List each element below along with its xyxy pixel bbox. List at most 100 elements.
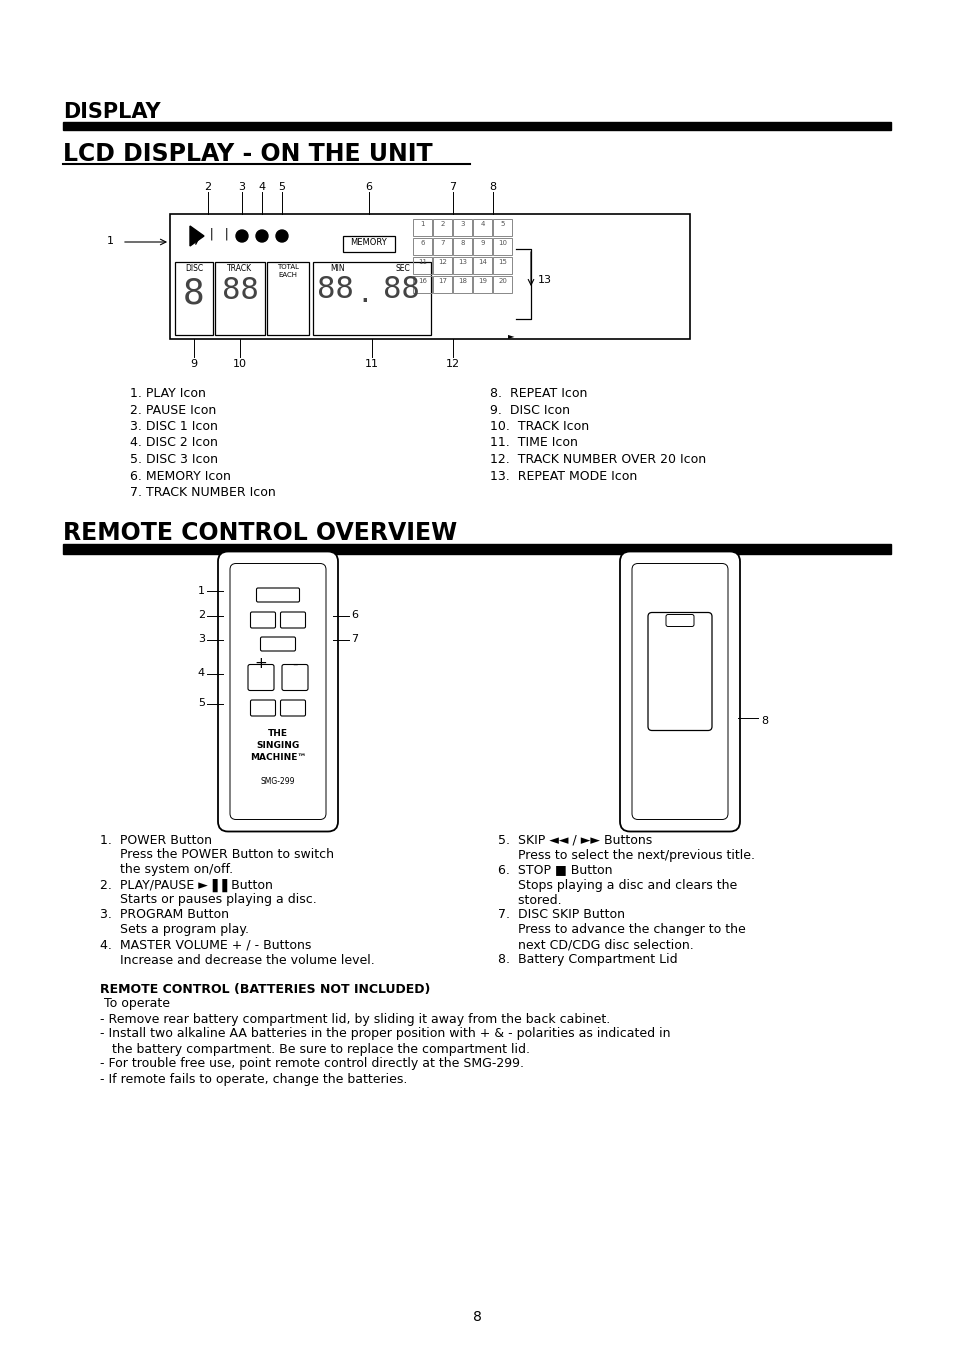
Text: 8: 8 [760,717,768,727]
Text: Increase and decrease the volume level.: Increase and decrease the volume level. [100,953,375,967]
Text: 2.  PLAY/PAUSE ►▐▐ Button: 2. PLAY/PAUSE ►▐▐ Button [100,879,273,892]
Text: 2: 2 [440,221,444,226]
Bar [433,218,452,236]
Circle shape [275,231,288,243]
FancyBboxPatch shape [280,700,305,716]
Polygon shape [190,226,204,245]
FancyBboxPatch shape [260,638,295,651]
Text: TOTAL: TOTAL [276,264,298,270]
FancyBboxPatch shape [665,615,693,627]
Text: 7. TRACK NUMBER Icon: 7. TRACK NUMBER Icon [130,487,275,499]
Text: 12: 12 [445,359,459,369]
Text: 4. DISC 2 Icon: 4. DISC 2 Icon [130,437,217,449]
FancyBboxPatch shape [619,551,740,832]
Bar [453,276,472,293]
Text: | |: | | [208,226,231,240]
Text: 2. PAUSE Icon: 2. PAUSE Icon [130,403,216,417]
Text: 20: 20 [497,278,506,284]
Text: 7: 7 [449,182,456,191]
Text: 4: 4 [258,182,265,191]
Text: 18: 18 [457,278,467,284]
Bar [493,239,512,255]
Text: next CD/CDG disc selection.: next CD/CDG disc selection. [497,938,693,952]
Text: REMOTE CONTROL (BATTERIES NOT INCLUDED): REMOTE CONTROL (BATTERIES NOT INCLUDED) [100,983,430,996]
Text: .: . [356,280,373,307]
Text: 4: 4 [197,669,205,678]
Text: Starts or pauses playing a disc.: Starts or pauses playing a disc. [100,894,316,906]
Text: 88: 88 [316,275,353,305]
Text: SEC: SEC [395,264,410,274]
Text: MIN: MIN [331,264,345,274]
FancyBboxPatch shape [251,700,275,716]
Text: 9.  DISC Icon: 9. DISC Icon [490,403,569,417]
Circle shape [255,231,268,243]
Text: 8: 8 [459,240,464,245]
Text: 4: 4 [479,221,484,226]
Text: stored.: stored. [497,894,561,906]
Bar [413,239,432,255]
Text: Stops playing a disc and clears the: Stops playing a disc and clears the [497,879,737,891]
Bar [433,257,452,274]
Text: MEMORY: MEMORY [351,239,387,247]
Bar [170,214,689,338]
Text: 3.  PROGRAM Button: 3. PROGRAM Button [100,909,229,922]
Bar [63,123,890,129]
Text: 10: 10 [233,359,247,369]
Bar [214,262,265,336]
Text: 7: 7 [351,635,357,644]
Text: 6.  STOP ■ Button: 6. STOP ■ Button [497,864,612,876]
Bar [493,218,512,236]
Text: 1. PLAY Icon: 1. PLAY Icon [130,387,206,400]
Bar [267,262,309,336]
Text: 8.  REPEAT Icon: 8. REPEAT Icon [490,387,587,400]
Text: 10.  TRACK Icon: 10. TRACK Icon [490,421,589,433]
Text: 1: 1 [420,221,424,226]
Bar [473,257,492,274]
Text: THE
SINGING
MACHINE™: THE SINGING MACHINE™ [250,729,306,762]
Text: - For trouble free use, point remote control directly at the SMG-299.: - For trouble free use, point remote con… [100,1057,523,1070]
Text: 12: 12 [437,259,446,266]
FancyBboxPatch shape [251,612,275,628]
Text: Press the POWER Button to switch: Press the POWER Button to switch [100,848,334,861]
Text: TRACK: TRACK [227,264,253,274]
Text: 2: 2 [197,611,205,620]
Bar [493,257,512,274]
Text: 3: 3 [198,635,205,644]
Text: SMG-299: SMG-299 [260,776,294,786]
Text: 6: 6 [351,611,357,620]
Text: 8.  Battery Compartment Lid: 8. Battery Compartment Lid [497,953,677,967]
Text: Press to select the next/previous title.: Press to select the next/previous title. [497,848,754,861]
Bar [413,276,432,293]
Bar [453,257,472,274]
Text: 11: 11 [417,259,427,266]
Text: - Remove rear battery compartment lid, by sliding it away from the back cabinet.: - Remove rear battery compartment lid, b… [100,1012,610,1026]
Text: 9: 9 [191,359,197,369]
Text: 8: 8 [489,182,497,191]
Text: EACH: EACH [278,272,297,278]
Text: 6: 6 [420,240,424,245]
Bar [433,276,452,293]
Text: 7: 7 [439,240,444,245]
Circle shape [235,231,248,243]
Text: 13: 13 [537,275,552,284]
Text: 3. DISC 1 Icon: 3. DISC 1 Icon [130,421,217,433]
Text: 15: 15 [497,259,506,266]
Text: - Install two alkaline AA batteries in the proper position with + & - polarities: - Install two alkaline AA batteries in t… [100,1027,670,1041]
Text: 1.  POWER Button: 1. POWER Button [100,833,212,847]
Bar [433,239,452,255]
Text: 9: 9 [479,240,484,245]
Text: 6. MEMORY Icon: 6. MEMORY Icon [130,469,231,483]
Text: 17: 17 [437,278,447,284]
Text: 8: 8 [183,276,205,310]
Text: 5: 5 [198,698,205,709]
Text: ►: ► [507,332,514,340]
Text: 2: 2 [204,182,212,191]
Text: Sets a program play.: Sets a program play. [100,923,249,937]
Text: 11.  TIME Icon: 11. TIME Icon [490,437,578,449]
Text: 10: 10 [497,240,506,245]
Bar [313,262,431,336]
Text: DISPLAY: DISPLAY [63,102,160,123]
Bar [473,218,492,236]
Text: 88: 88 [382,275,419,305]
Text: the battery compartment. Be sure to replace the compartment lid.: the battery compartment. Be sure to repl… [100,1042,530,1055]
